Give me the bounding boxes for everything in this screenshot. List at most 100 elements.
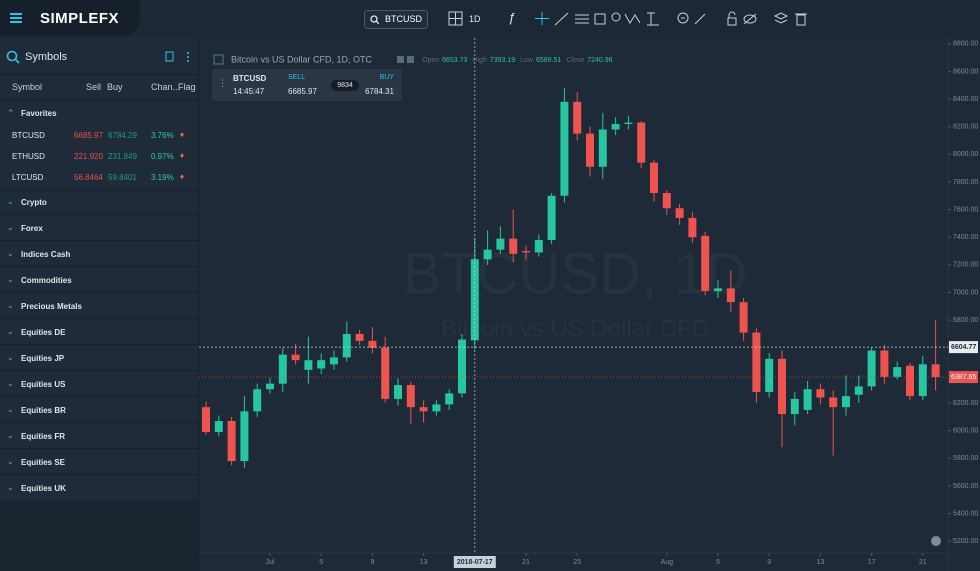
symbol-name[interactable]: LTCUSD xyxy=(12,173,44,182)
sell-price[interactable]: 56.8464 xyxy=(74,173,103,182)
x-tick-label: 25 xyxy=(573,559,581,566)
sell-price[interactable]: 6685.97 xyxy=(74,131,103,140)
x-tick-label: Aug xyxy=(661,559,674,566)
candle-body xyxy=(432,404,441,412)
y-tick-label: 7800.00 xyxy=(953,179,978,186)
candle-body xyxy=(202,407,210,433)
candle-body xyxy=(829,397,838,408)
flag-icon[interactable]: ♦ xyxy=(180,151,185,160)
candle-body xyxy=(547,195,556,240)
group-title[interactable]: Forex xyxy=(21,224,43,233)
crosshair-date: 2018-07-17 xyxy=(457,559,493,566)
candle-body xyxy=(381,347,390,399)
column-header: Sell xyxy=(86,82,102,92)
candle-body xyxy=(240,411,249,462)
sell-label[interactable]: SELL xyxy=(288,74,306,81)
candle-body xyxy=(854,386,863,395)
ohlc-value: 7393.19 xyxy=(490,57,515,64)
menu-dots[interactable]: ⋮ xyxy=(218,78,227,88)
candle-body xyxy=(906,365,914,397)
chevron[interactable]: ⌄ xyxy=(7,379,14,388)
group-title[interactable]: Precious Metals xyxy=(21,302,82,311)
candle-body xyxy=(406,385,415,408)
chevron[interactable]: ⌄ xyxy=(7,197,14,206)
candle-body xyxy=(867,350,876,387)
grid-icon[interactable] xyxy=(448,11,464,27)
sell-price[interactable]: 221.920 xyxy=(74,152,103,161)
candle-body xyxy=(419,407,428,412)
chevron[interactable]: ⌄ xyxy=(7,457,14,466)
group-title[interactable]: Indices Cash xyxy=(21,250,71,259)
symbol-name[interactable]: BTCUSD xyxy=(12,131,45,140)
search-icon[interactable] xyxy=(6,50,20,64)
group-title[interactable]: Equities DE xyxy=(21,328,66,337)
column-header: Chan... xyxy=(151,82,181,92)
group-title[interactable]: Equities US xyxy=(21,380,66,389)
candle-body xyxy=(458,339,466,394)
ohlc-label: Close xyxy=(566,57,584,64)
candle-body xyxy=(253,389,262,412)
panel-icons[interactable] xyxy=(165,51,195,63)
candle-body xyxy=(778,358,786,415)
x-tick-label: 9 xyxy=(767,559,771,566)
chevron[interactable]: ⌄ xyxy=(7,275,14,284)
group-title[interactable]: Favorites xyxy=(21,109,57,118)
menu-icon[interactable] xyxy=(10,12,22,24)
chevron[interactable]: ⌄ xyxy=(7,223,14,232)
last-price-tag xyxy=(949,371,978,384)
candle-body xyxy=(368,340,377,348)
group-title[interactable]: Equities JP xyxy=(21,354,65,363)
flag-icon[interactable]: ♦ xyxy=(180,172,185,181)
candle-body xyxy=(317,360,326,369)
x-tick-label: 21 xyxy=(522,559,530,566)
chevron[interactable]: ⌄ xyxy=(7,327,14,336)
group-title[interactable]: Equities UK xyxy=(21,484,66,493)
chevron[interactable]: ⌄ xyxy=(7,301,14,310)
chevron[interactable]: ⌄ xyxy=(7,431,14,440)
buy-price[interactable]: 6784.31 xyxy=(365,87,394,96)
buy-price[interactable]: 59.8401 xyxy=(108,173,137,182)
symbol-name: BTCUSD xyxy=(385,14,423,24)
candle-body xyxy=(534,240,543,253)
chart-icon xyxy=(213,54,224,65)
chevron[interactable]: ⌄ xyxy=(7,483,14,492)
candle-body xyxy=(931,364,940,378)
group-title[interactable]: Crypto xyxy=(21,198,47,207)
y-tick-label: 8400.00 xyxy=(953,96,978,103)
group-title[interactable]: Equities FR xyxy=(21,432,66,441)
candle-body xyxy=(765,358,774,392)
flag-icon[interactable]: ♦ xyxy=(180,130,185,139)
group-title[interactable]: Commodities xyxy=(21,276,72,285)
chevron[interactable]: ⌄ xyxy=(7,249,14,258)
candle-body xyxy=(752,332,761,392)
candle-body xyxy=(637,122,646,163)
candle-body xyxy=(342,333,351,358)
scroll-button[interactable] xyxy=(931,536,941,546)
group-title[interactable]: Equities BR xyxy=(21,406,66,415)
symbol-search[interactable]: BTCUSD xyxy=(364,10,428,29)
x-tick-label: 21 xyxy=(919,559,927,566)
y-tick-label: 8000.00 xyxy=(953,151,978,158)
chevron[interactable]: ⌃ xyxy=(7,108,15,118)
change: 0.97% xyxy=(151,152,174,161)
candle-body xyxy=(611,123,620,130)
chart-button[interactable] xyxy=(397,56,404,63)
y-tick-label: 7000.00 xyxy=(953,289,978,296)
candle-body xyxy=(701,235,710,292)
symbol-name[interactable]: ETHUSD xyxy=(12,152,45,161)
chevron[interactable]: ⌄ xyxy=(7,405,14,414)
candle-body xyxy=(790,398,799,415)
interval[interactable]: 1D xyxy=(469,14,481,24)
buy-price[interactable]: 231.849 xyxy=(108,152,137,161)
chart-button[interactable] xyxy=(407,56,414,63)
buy-label[interactable]: BUY xyxy=(379,74,394,81)
group-title[interactable]: Equities SE xyxy=(21,458,66,467)
logo-area: SIMPLEFX xyxy=(0,0,140,36)
sell-price[interactable]: 6685.97 xyxy=(288,87,317,96)
column-header: Symbol xyxy=(12,82,43,92)
buy-price[interactable]: 6784.29 xyxy=(108,131,137,140)
candle-body xyxy=(803,389,812,410)
candle-body xyxy=(394,385,402,399)
chevron[interactable]: ⌄ xyxy=(7,353,14,362)
indicator-icon[interactable]: ƒ xyxy=(508,10,516,25)
